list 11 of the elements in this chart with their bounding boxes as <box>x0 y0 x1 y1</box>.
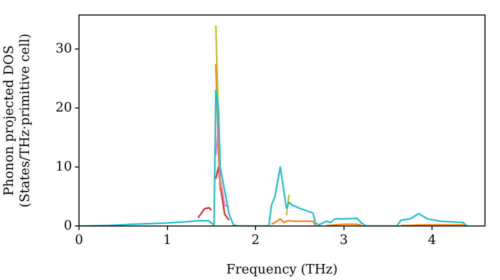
x-tick-label: 1 <box>163 233 172 248</box>
y-tick-label: 20 <box>55 100 72 116</box>
x-axis-title: Frequency (THz) <box>226 262 338 278</box>
y-tick-label: 0 <box>64 218 72 234</box>
x-tick-label: 3 <box>340 233 348 248</box>
x-tick-label: 4 <box>428 233 436 248</box>
y-tick-label: 30 <box>55 42 72 57</box>
x-tick-label: 2 <box>251 233 260 248</box>
y-axis-title: Phonon projected DOS (States/THz·primitive cell) <box>2 33 33 208</box>
y-tick-label: 10 <box>55 159 72 174</box>
x-tick-label: 0 <box>74 233 84 248</box>
